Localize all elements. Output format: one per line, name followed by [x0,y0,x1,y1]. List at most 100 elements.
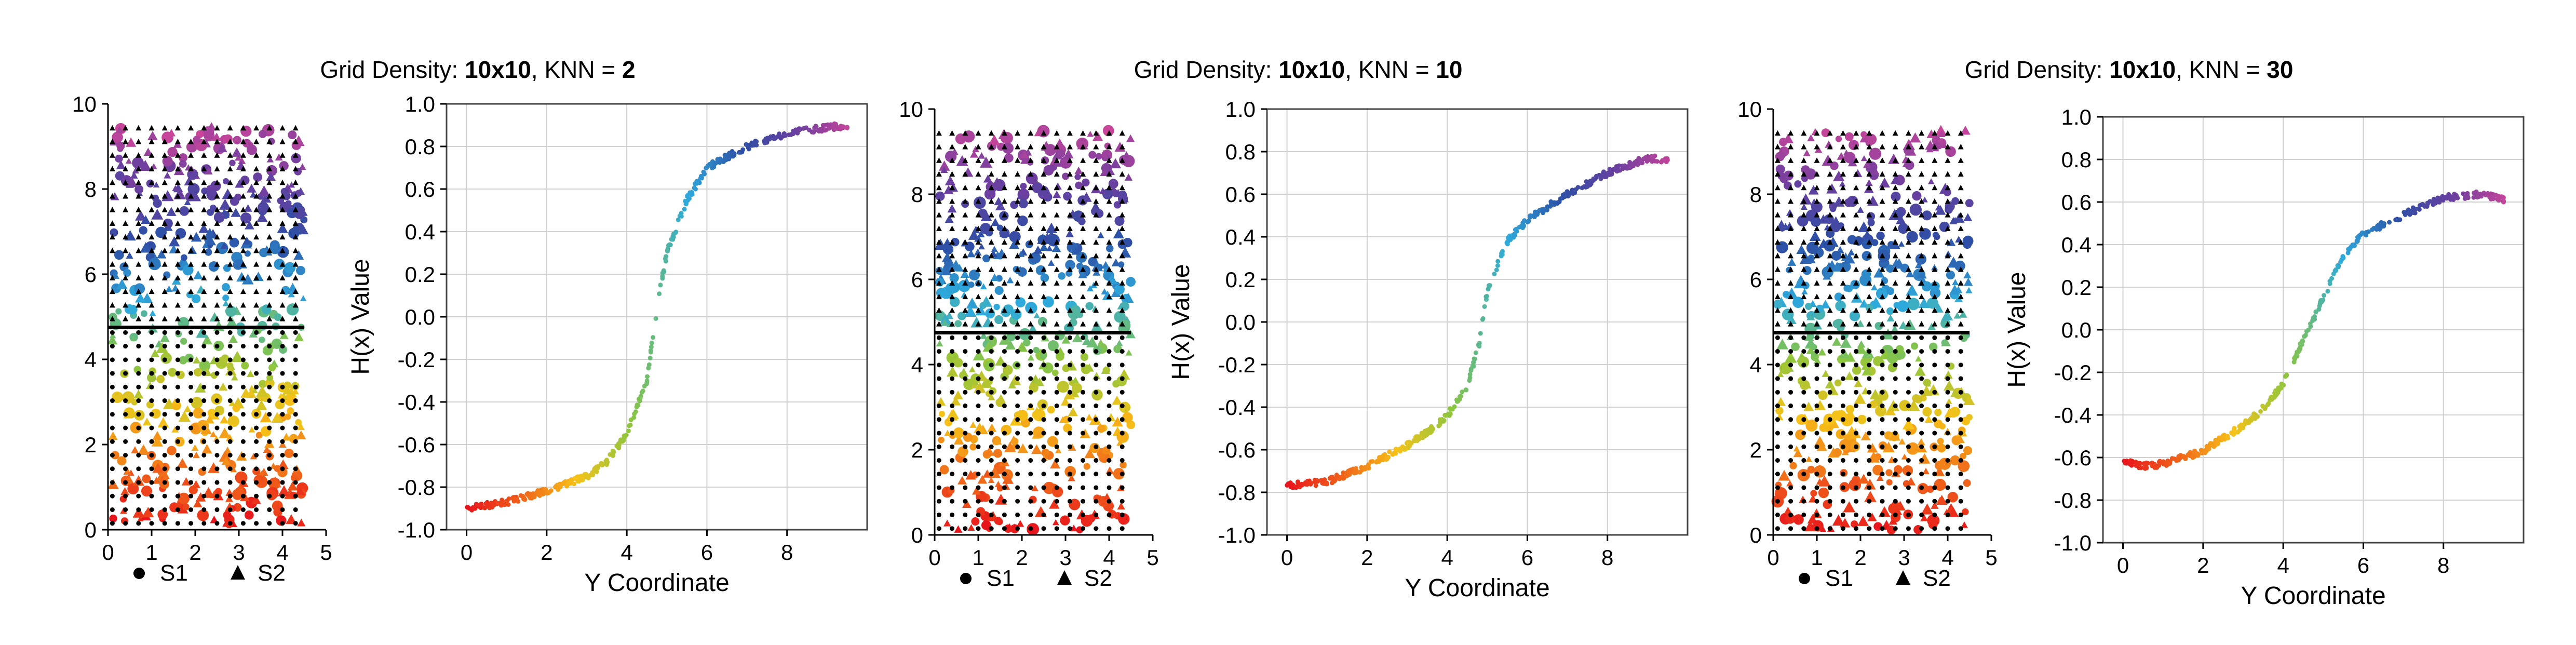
panel-3: Grid Density: 10x10, KNN = 300 1 2 3 4 502468… [1737,56,2525,610]
scatter-point [1117,303,1125,310]
grid-s2-marker [962,252,968,259]
scatter-point [1936,494,1948,505]
curve-point [2369,227,2375,232]
scatter-point [1053,190,1061,198]
grid-s1-marker [1107,335,1112,340]
curve-point [516,499,521,504]
scatter-point [1101,288,1108,294]
scatter-point [178,317,190,329]
curve-point [702,171,707,177]
curve-point [824,127,829,132]
grid-s1-marker [123,384,128,389]
grid-s2-marker [1958,225,1964,231]
grid-s2-marker [936,184,942,191]
legend-s2-icon [1057,570,1072,585]
grid-s1-marker [1775,431,1780,436]
scatter-point [269,243,280,254]
curve-point [2440,198,2446,203]
scatter-point [177,504,188,514]
scatter-point [1963,479,1971,487]
scatter-point [132,157,144,169]
grid-s1-marker [267,344,272,349]
x-tick-label: 4 [1941,545,1953,570]
scatter-point [1923,379,1931,387]
grid-s2-marker [1119,239,1125,245]
grid-s1-marker [1054,349,1059,354]
grid-s1-marker [1094,444,1099,449]
grid-s1-marker [1906,444,1911,449]
grid-s1-marker [1814,404,1819,409]
grid-s1-marker [136,398,141,404]
grid-s1-marker [214,384,220,389]
scatter-point [229,159,236,167]
grid-s2-marker [1028,130,1034,136]
scatter-point [1818,475,1831,487]
scatter-point [1935,205,1946,215]
grid-s1-marker [936,431,941,436]
scatter-point [1041,448,1050,457]
grid-s2-marker [266,166,273,171]
title-prefix: Grid Density: [320,56,465,83]
grid-s1-marker [1893,349,1898,354]
scatter-point [1092,131,1103,141]
y-tick-label: 0 [85,518,97,542]
scatter-point [1876,287,1889,300]
grid-s1-marker [936,376,941,381]
y-tick-label: -1.0 [1218,523,1256,547]
scatter-point [1864,478,1876,490]
grid-s2-marker [279,247,286,253]
scatter-point [134,185,144,194]
grid-s1-marker [1041,444,1046,449]
grid-s2-marker [1853,212,1859,218]
scatter-point [977,475,988,484]
grid-s1-marker [1945,526,1950,531]
scatter-point [277,459,289,469]
legend-s2-label: S2 [1923,566,1951,591]
scatter-point [197,509,209,521]
grid-s2-marker [1958,321,1964,327]
curve-point [706,163,711,168]
grid-s2-marker [266,220,273,226]
grid-s2-marker [292,152,299,158]
scatter-point [1776,339,1788,350]
scatter-point [1111,512,1118,519]
grid-s2-marker [988,198,994,204]
curve-point [1407,443,1412,448]
curve-point [1344,473,1350,478]
grid-s2-marker [1093,130,1099,136]
scatter-point [1889,430,1901,441]
grid-s1-marker [963,472,968,477]
grid-s1-marker [227,425,233,431]
curve-point [1584,179,1589,184]
panel-title: Grid Density: 10x10, KNN = 30 [1965,56,2294,83]
grid-s2-marker [1001,307,1007,313]
grid-s2-marker [174,288,181,294]
grid-s1-marker [201,439,207,444]
grid-s2-marker [1106,293,1112,300]
grid-s1-marker [1945,404,1950,409]
grid-s2-marker [136,261,142,267]
scatter-point [943,185,954,194]
grid-s1-marker [1893,512,1898,517]
curve-point [500,501,505,506]
grid-s1-marker [1932,431,1937,436]
grid-s2-marker [201,152,207,158]
grid-s2-marker [949,266,955,272]
grid-s1-marker [950,458,955,463]
grid-s2-marker [227,234,233,240]
grid-s2-marker [1814,157,1820,163]
scatter-point [1917,270,1927,279]
grid-s1-marker [162,480,167,485]
grid-s1-marker [976,335,981,340]
grid-s1-marker [149,371,154,376]
grid-s1-marker [1945,335,1950,340]
scatter-point [1963,446,1973,455]
grid-s2-marker [292,179,299,185]
grid-s2-marker [1827,280,1833,286]
grid-s2-marker [1945,307,1951,313]
grid-s2-marker [201,125,207,131]
grid-s2-marker [174,247,181,253]
curve-point [2296,348,2301,354]
grid-s1-marker [1107,389,1112,395]
